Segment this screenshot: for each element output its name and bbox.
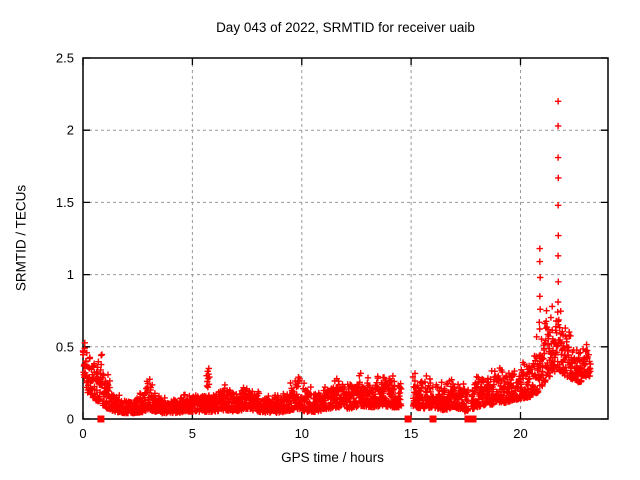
svg-text:0: 0 [67,412,74,427]
zero-square-markers [97,415,477,423]
svg-text:2.5: 2.5 [56,51,74,66]
svg-text:10: 10 [295,426,309,441]
svg-text:1: 1 [67,267,74,282]
svg-text:0.5: 0.5 [56,339,74,354]
svg-text:1.5: 1.5 [56,195,74,210]
svg-text:20: 20 [513,426,527,441]
svg-text:5: 5 [189,426,196,441]
chart-title: Day 043 of 2022, SRMTID for receiver uai… [216,20,475,35]
x-tick-labels: 0 5 10 15 20 [79,426,527,441]
y-axis-label: SRMTID / TECUs [13,184,29,292]
scatter-points [79,98,594,417]
y-tick-labels: 0 0.5 1 1.5 2 2.5 [56,51,74,427]
plot-border [82,57,609,420]
svg-text:15: 15 [404,426,418,441]
grid-lines [83,58,608,419]
svg-text:0: 0 [79,426,86,441]
x-axis-label: GPS time / hours [281,450,384,465]
svg-text:2: 2 [67,123,74,138]
